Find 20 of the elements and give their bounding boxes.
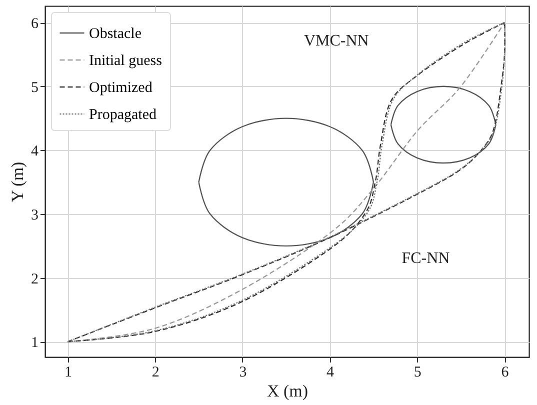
- x-tick-label: 5: [414, 364, 422, 380]
- legend-label: Obstacle: [89, 26, 142, 42]
- annotation: VMC-NN: [304, 32, 370, 50]
- x-axis-title: X (m): [266, 382, 308, 400]
- annotation: FC-NN: [402, 250, 450, 267]
- x-tick-label: 2: [152, 364, 160, 380]
- legend-label: Optimized: [89, 80, 153, 96]
- y-axis-title: Y (m): [8, 162, 27, 202]
- x-tick-label: 3: [239, 364, 247, 380]
- x-tick-label: 6: [501, 364, 510, 380]
- legend-label: Initial guess: [89, 53, 162, 69]
- y-tick-label: 4: [31, 144, 39, 160]
- legend-label: Propagated: [89, 107, 157, 123]
- x-tick-label: 4: [326, 364, 335, 380]
- y-tick-label: 1: [31, 335, 38, 352]
- y-tick-label: 6: [31, 16, 39, 32]
- y-tick-label: 3: [31, 208, 38, 224]
- y-tick-label: 2: [31, 271, 38, 288]
- y-tick-label: 5: [31, 80, 38, 96]
- x-tick-label: 1: [64, 364, 72, 380]
